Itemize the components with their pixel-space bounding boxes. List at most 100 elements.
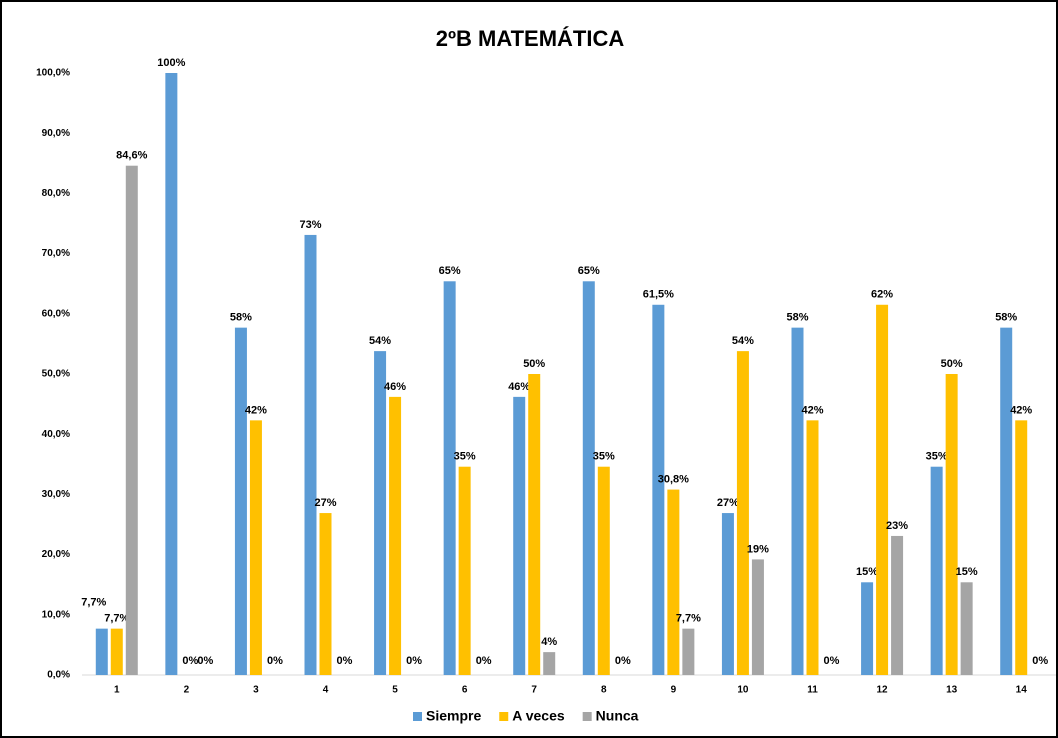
data-label: 30,8% bbox=[658, 473, 689, 485]
data-label: 0% bbox=[267, 655, 283, 667]
bar bbox=[945, 374, 958, 675]
y-tick-label: 80,0% bbox=[42, 188, 70, 199]
x-tick-label: 7 bbox=[531, 685, 537, 696]
bar bbox=[652, 304, 665, 675]
data-label: 50% bbox=[523, 358, 545, 370]
data-label: 35% bbox=[454, 451, 476, 463]
bar bbox=[960, 582, 973, 675]
data-label: 58% bbox=[995, 312, 1017, 324]
data-label: 19% bbox=[747, 543, 769, 555]
bar bbox=[721, 513, 734, 675]
data-label: 0% bbox=[615, 655, 631, 667]
legend-label: Siempre bbox=[426, 708, 481, 724]
bar bbox=[304, 234, 317, 676]
data-label: 73% bbox=[299, 219, 321, 231]
data-label: 42% bbox=[1010, 404, 1032, 416]
bar bbox=[930, 466, 943, 675]
legend-swatch bbox=[582, 712, 592, 721]
data-label: 61,5% bbox=[643, 289, 674, 301]
y-tick-label: 10,0% bbox=[42, 609, 70, 620]
data-label: 35% bbox=[926, 451, 948, 463]
data-label: 46% bbox=[384, 381, 406, 393]
x-tick-label: 13 bbox=[946, 685, 958, 696]
data-label: 84,6% bbox=[116, 150, 147, 162]
data-label: 23% bbox=[886, 520, 908, 532]
data-label: 58% bbox=[230, 312, 252, 324]
bar bbox=[95, 628, 108, 675]
data-label: 7,7% bbox=[81, 597, 106, 609]
bar bbox=[682, 628, 695, 675]
data-label: 0% bbox=[182, 655, 198, 667]
data-label: 4% bbox=[541, 636, 557, 648]
bar bbox=[443, 281, 456, 675]
data-label: 0% bbox=[1032, 655, 1048, 667]
data-label: 65% bbox=[578, 265, 600, 277]
bar bbox=[791, 327, 804, 675]
data-label: 15% bbox=[956, 566, 978, 578]
bar bbox=[374, 351, 387, 675]
data-label: 0% bbox=[406, 655, 422, 667]
bar bbox=[667, 489, 680, 675]
bar bbox=[389, 396, 402, 675]
x-tick-label: 11 bbox=[807, 685, 818, 696]
data-label: 50% bbox=[941, 358, 963, 370]
bar bbox=[125, 165, 138, 675]
data-label: 0% bbox=[476, 655, 492, 667]
bar bbox=[861, 582, 874, 675]
legend-label: A veces bbox=[512, 708, 565, 724]
legend-label: Nunca bbox=[596, 708, 639, 724]
y-tick-label: 50,0% bbox=[42, 369, 70, 380]
bar bbox=[234, 327, 247, 675]
bar bbox=[1000, 327, 1013, 675]
bar bbox=[513, 396, 526, 675]
x-tick-label: 6 bbox=[462, 685, 468, 696]
data-label: 54% bbox=[732, 335, 754, 347]
bar bbox=[528, 374, 541, 675]
data-label: 100% bbox=[157, 57, 185, 69]
bar bbox=[165, 73, 178, 675]
bar bbox=[751, 559, 764, 675]
bar bbox=[1015, 420, 1028, 675]
data-label: 35% bbox=[593, 451, 615, 463]
data-label: 7,7% bbox=[676, 613, 701, 625]
y-tick-label: 70,0% bbox=[42, 248, 70, 259]
x-tick-label: 1 bbox=[114, 685, 120, 696]
y-tick-label: 40,0% bbox=[42, 429, 70, 440]
y-tick-label: 60,0% bbox=[42, 308, 70, 319]
y-tick-label: 30,0% bbox=[42, 489, 70, 500]
data-label: 62% bbox=[871, 289, 893, 301]
x-tick-label: 3 bbox=[253, 685, 259, 696]
bar bbox=[110, 628, 123, 675]
y-tick-label: 90,0% bbox=[42, 128, 70, 139]
data-label: 0% bbox=[337, 655, 353, 667]
x-tick-label: 12 bbox=[877, 685, 889, 696]
bar bbox=[736, 351, 749, 675]
data-label: 58% bbox=[786, 312, 808, 324]
data-label: 65% bbox=[439, 265, 461, 277]
bar bbox=[543, 652, 556, 675]
bar bbox=[319, 513, 332, 675]
data-label: 27% bbox=[314, 497, 336, 509]
data-label: 42% bbox=[245, 404, 267, 416]
bar bbox=[876, 304, 889, 675]
data-label: 54% bbox=[369, 335, 391, 347]
y-tick-label: 100,0% bbox=[36, 68, 70, 79]
bar bbox=[597, 466, 610, 675]
x-tick-label: 14 bbox=[1016, 685, 1028, 696]
x-tick-label: 5 bbox=[392, 685, 398, 696]
data-label: 46% bbox=[508, 381, 530, 393]
bar bbox=[458, 466, 471, 675]
x-tick-label: 2 bbox=[184, 685, 190, 696]
data-label: 0% bbox=[197, 655, 213, 667]
chart-title: 2ºB MATEMÁTICA bbox=[436, 26, 625, 51]
data-label: 42% bbox=[801, 404, 823, 416]
bar bbox=[582, 281, 595, 675]
y-tick-label: 0,0% bbox=[47, 670, 70, 681]
data-label: 0% bbox=[824, 655, 840, 667]
x-tick-label: 10 bbox=[737, 685, 749, 696]
bar bbox=[891, 535, 904, 675]
legend-swatch bbox=[413, 712, 422, 721]
x-tick-label: 4 bbox=[323, 685, 329, 696]
data-label: 7,7% bbox=[104, 613, 129, 625]
